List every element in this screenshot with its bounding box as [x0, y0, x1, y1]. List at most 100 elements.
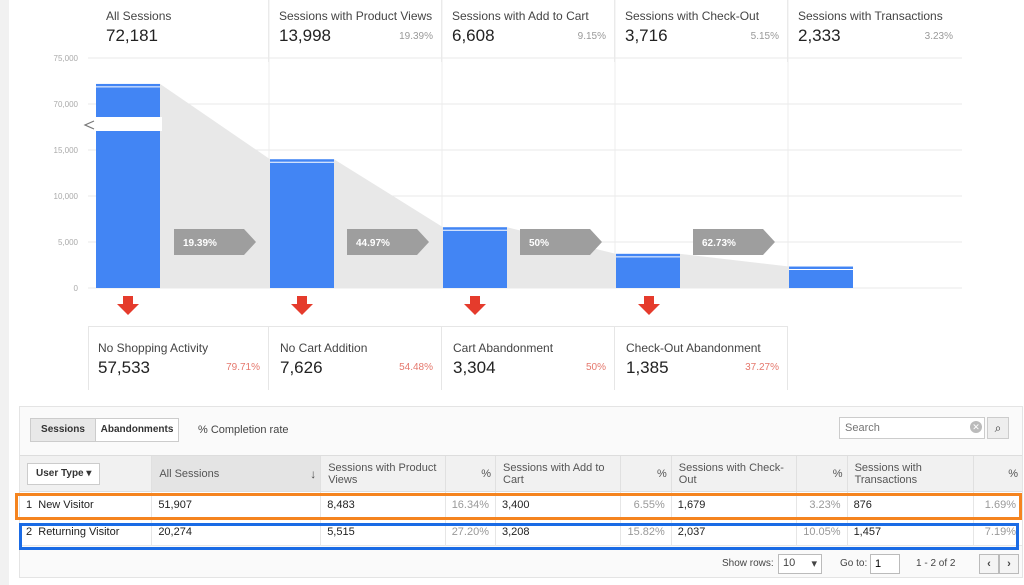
- cell-pct: 15.82%: [620, 518, 672, 546]
- funnel-bar: [96, 83, 160, 288]
- abandon-value: 57,533: [98, 358, 150, 377]
- stage-label: Sessions with Product Views: [279, 9, 433, 23]
- stage-product-views: Sessions with Product Views 13,998 19.39…: [269, 0, 442, 62]
- col-product-views[interactable]: Sessions with Product Views: [320, 455, 446, 492]
- goto-label: Go to:: [840, 558, 868, 569]
- user-type-dropdown[interactable]: User Type ▾: [27, 462, 101, 485]
- stage-percent: 3.23%: [924, 31, 953, 42]
- stage-label: All Sessions: [106, 9, 172, 23]
- abandon-value: 3,304: [453, 358, 496, 377]
- cell: 2,037: [670, 518, 797, 546]
- col-check-out[interactable]: Sessions with Check-Out: [670, 455, 797, 492]
- funnel-flow: [334, 159, 443, 288]
- cell: 1,457: [846, 518, 974, 546]
- col-all-sessions[interactable]: All Sessions ↓: [151, 455, 321, 492]
- funnel-flow: [160, 83, 270, 288]
- clear-search-icon[interactable]: ✕: [970, 421, 982, 433]
- cell: 876: [846, 491, 974, 519]
- abandon-value: 7,626: [280, 358, 323, 377]
- stage-transactions: Sessions with Transactions 2,333 3.23%: [788, 0, 961, 62]
- stage-value: 72,181: [106, 26, 158, 45]
- column-label: All Sessions: [159, 467, 220, 480]
- conversion-rate-arrow: [347, 229, 429, 255]
- conversion-rate-label: 19.39%: [183, 238, 217, 249]
- row-number: 2: [26, 526, 33, 538]
- abandon-label: Cart Abandonment: [453, 341, 554, 355]
- col-add-to-cart[interactable]: Sessions with Add to Cart: [494, 455, 621, 492]
- y-tick-label: 15,000: [54, 146, 79, 155]
- conversion-rate-label: 62.73%: [702, 238, 736, 249]
- cell: 1,679: [670, 491, 797, 519]
- next-page-icon[interactable]: ›: [999, 554, 1019, 574]
- funnel-chart: 0 5,000 10,000 15,000 70,000 75,000 19.39% 44.…: [54, 0, 962, 315]
- rows-per-page-select[interactable]: 10 ▾: [778, 554, 822, 574]
- stage-value: 6,608: [452, 26, 495, 45]
- stage-label: Sessions with Transactions: [798, 9, 943, 23]
- report-table: User Type ▾ All Sessions ↓ Sessions with …: [20, 455, 1022, 546]
- stage-percent: 5.15%: [750, 31, 779, 42]
- goto-page-input[interactable]: [870, 554, 900, 574]
- cell: 3,208: [494, 518, 621, 546]
- cell: 5,515: [320, 518, 446, 546]
- cell: 8,483: [320, 491, 446, 519]
- row-dimension: 1 New Visitor: [20, 491, 152, 519]
- y-tick-label: 70,000: [54, 100, 79, 109]
- abandon-percent: 79.71%: [226, 362, 260, 373]
- conversion-rate-label: 44.97%: [356, 238, 390, 249]
- row-name-link[interactable]: New Visitor: [38, 499, 94, 511]
- conversion-rate-arrow: [520, 229, 602, 255]
- stage-value: 13,998: [279, 26, 331, 45]
- cell-pct: 10.05%: [796, 518, 848, 546]
- stage-label: Sessions with Check-Out: [625, 9, 760, 23]
- abandon-no-cart: No Cart Addition 7,626 54.48%: [269, 326, 442, 390]
- report-table-panel: Sessions Abandonments % Completion rate …: [19, 406, 1023, 578]
- cell: 3,400: [494, 491, 621, 519]
- cell-pct: 7.19%: [972, 518, 1022, 546]
- stage-label: Sessions with Add to Cart: [452, 9, 589, 23]
- tab-sessions[interactable]: Sessions: [30, 418, 96, 442]
- col-pct-check-out[interactable]: %: [796, 455, 848, 492]
- funnel-bar: [616, 253, 680, 288]
- y-tick-label: 10,000: [54, 192, 79, 201]
- abandon-down-arrow-icon: [291, 296, 313, 315]
- y-tick-label: 75,000: [54, 54, 79, 63]
- abandon-down-arrow-icon: [638, 296, 660, 315]
- col-pct-transactions[interactable]: %: [972, 455, 1022, 492]
- col-pct-add-to-cart[interactable]: %: [620, 455, 672, 492]
- prev-page-icon[interactable]: ‹: [979, 554, 999, 574]
- conversion-rate-arrow: [174, 229, 256, 255]
- abandon-percent: 37.27%: [745, 362, 779, 373]
- completion-rate-toggle[interactable]: % Completion rate: [198, 424, 289, 436]
- funnel-bar: [789, 266, 853, 288]
- dimension-header: User Type ▾: [20, 455, 152, 492]
- funnel-flow: [680, 253, 789, 288]
- left-edge-bar: [0, 0, 9, 585]
- cell-pct: 6.55%: [620, 491, 672, 519]
- table-toolbar: Sessions Abandonments % Completion rate …: [20, 407, 1022, 455]
- y-tick-label: 0: [74, 284, 79, 293]
- abandon-label: No Shopping Activity: [98, 341, 209, 355]
- chevron-down-icon: ▾: [86, 467, 92, 479]
- cell: 20,274: [151, 518, 321, 546]
- table-row[interactable]: 2 Returning Visitor 20,274 5,515 27.20% …: [20, 518, 1022, 546]
- row-number: 1: [26, 499, 33, 511]
- abandon-check-out: Check-Out Abandonment 1,385 37.27%: [615, 326, 788, 390]
- col-pct-product-views[interactable]: %: [444, 455, 496, 492]
- table-header-row: User Type ▾ All Sessions ↓ Sessions with …: [20, 455, 1022, 492]
- search-input[interactable]: [839, 417, 985, 439]
- dimension-label: User Type: [36, 467, 84, 479]
- sort-down-icon: ↓: [310, 466, 317, 481]
- axis-break-gap: [90, 117, 162, 131]
- abandon-no-shopping: No Shopping Activity 57,533 79.71%: [88, 326, 269, 390]
- row-dimension: 2 Returning Visitor: [20, 518, 152, 546]
- abandon-value: 1,385: [626, 358, 669, 377]
- search-icon[interactable]: ⌕: [987, 417, 1009, 439]
- tab-abandonments[interactable]: Abandonments: [95, 418, 179, 442]
- stage-percent: 9.15%: [577, 31, 606, 42]
- row-name-link[interactable]: Returning Visitor: [38, 526, 120, 538]
- cell-pct: 1.69%: [972, 491, 1022, 519]
- table-row[interactable]: 1 New Visitor 51,907 8,483 16.34% 3,400 …: [20, 491, 1022, 519]
- y-tick-label: 5,000: [58, 238, 79, 247]
- col-transactions[interactable]: Sessions with Transactions: [846, 455, 974, 492]
- show-rows-label: Show rows:: [722, 558, 774, 569]
